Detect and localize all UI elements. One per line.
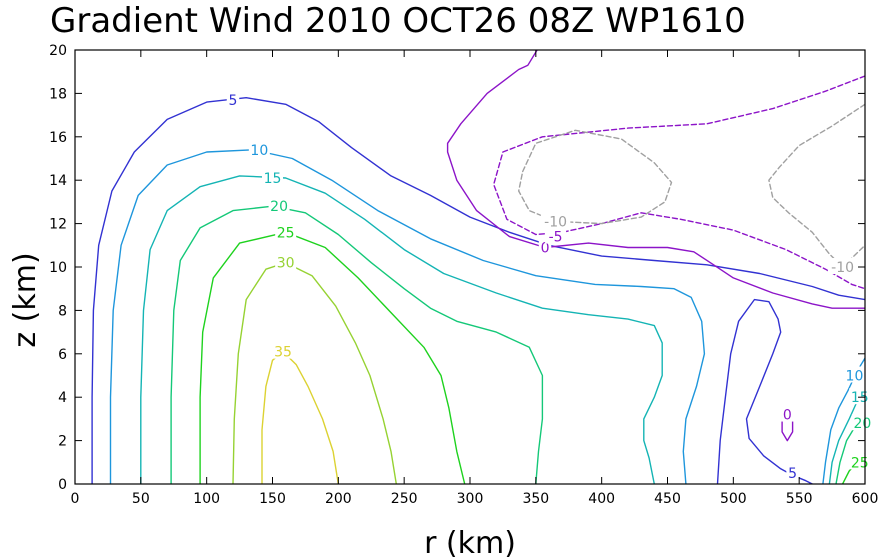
- contour-label-bg-7: [851, 414, 873, 431]
- contour-line-1: [716, 298, 813, 484]
- chart-title: Gradient Wind 2010 OCT26 08Z WP1610: [50, 1, 746, 41]
- contour-label-bg-8: [275, 223, 297, 240]
- contour-label-bg-4: [262, 169, 283, 186]
- contour-label-bg-1: [786, 464, 799, 481]
- contour-label-bg-2: [248, 140, 270, 157]
- contour-label-6: 20: [270, 199, 288, 215]
- contour-line-8: [199, 231, 466, 484]
- x-tick-label: 0: [71, 491, 80, 507]
- x-tick-label: 350: [522, 491, 549, 507]
- contour-label-2: 10: [250, 143, 268, 159]
- x-tick-label: 400: [588, 491, 615, 507]
- contour-label-bg-14: [545, 227, 567, 244]
- x-tick-label: 600: [852, 491, 879, 507]
- contour-label-bg-16: [827, 258, 858, 274]
- y-tick-label: 6: [58, 347, 67, 363]
- contour-label-bg-15: [540, 212, 571, 229]
- contour-line-11: [261, 350, 339, 484]
- contour-label-13: 0: [783, 408, 792, 424]
- contour-label-16: -10: [831, 260, 854, 276]
- contour-label-12: 0: [541, 240, 550, 256]
- x-tick-label: 100: [193, 491, 220, 507]
- x-axis-title: r (km): [424, 526, 516, 559]
- y-tick-label: 4: [58, 390, 67, 406]
- y-tick-label: 8: [58, 303, 67, 319]
- contour-label-5: 15: [851, 390, 869, 406]
- contour-label-bg-10: [275, 253, 297, 270]
- y-tick-label: 10: [49, 260, 67, 276]
- contour-label-7: 20: [853, 416, 871, 432]
- contour-line-10: [232, 262, 397, 484]
- x-axis-ticks: 0 50 100 150 200 250 300 350 400 450 500 550 600: [71, 50, 879, 507]
- contour-label-bg-6: [268, 197, 290, 214]
- contour-label-10: 30: [277, 256, 295, 272]
- contour-label-11: 35: [274, 345, 292, 361]
- x-tick-label: 450: [654, 491, 681, 507]
- x-tick-label: 300: [457, 491, 484, 507]
- contour-label-14: -5: [549, 230, 563, 246]
- contour-label-1: 5: [788, 466, 797, 482]
- contour-label-bg-11: [272, 342, 294, 359]
- contour-line-12: [446, 50, 865, 309]
- contour-label-bg-13: [781, 405, 794, 422]
- contour-label-3: 10: [846, 369, 864, 385]
- x-tick-label: 550: [786, 491, 813, 507]
- y-axis-ticks: 0 2 4 6 8 10 12 14 16 18 20: [49, 43, 865, 493]
- y-tick-label: 2: [58, 434, 67, 450]
- contour-label-bg-3: [843, 366, 865, 383]
- x-tick-label: 50: [132, 491, 150, 507]
- contour-label-8: 25: [277, 225, 295, 241]
- contour-label-4: 15: [264, 171, 282, 187]
- contour-line-0: [91, 97, 865, 484]
- y-tick-label: 12: [49, 217, 67, 233]
- contour-lines: [91, 50, 865, 484]
- contour-line-6: [170, 205, 544, 484]
- y-tick-label: 14: [49, 173, 67, 189]
- y-tick-label: 16: [49, 130, 67, 146]
- y-tick-label: 20: [49, 43, 67, 59]
- contour-line-13: [781, 413, 794, 442]
- contour-line-14: [493, 75, 865, 290]
- contour-line-2: [109, 149, 706, 484]
- contour-line-4: [140, 175, 663, 484]
- x-tick-label: 250: [391, 491, 418, 507]
- contour-label-0: 5: [229, 93, 238, 109]
- contour-line-15: [518, 129, 673, 225]
- y-tick-label: 0: [58, 477, 67, 493]
- contour-label-9: 25: [851, 455, 869, 471]
- contour-label-bg-0: [226, 90, 240, 107]
- x-tick-label: 150: [259, 491, 286, 507]
- contour-label-15: -10: [544, 214, 567, 230]
- x-tick-label: 500: [720, 491, 747, 507]
- y-axis-title: z (km): [8, 252, 43, 347]
- y-tick-label: 18: [49, 86, 67, 102]
- x-tick-label: 200: [325, 491, 352, 507]
- contour-line-16: [768, 103, 865, 268]
